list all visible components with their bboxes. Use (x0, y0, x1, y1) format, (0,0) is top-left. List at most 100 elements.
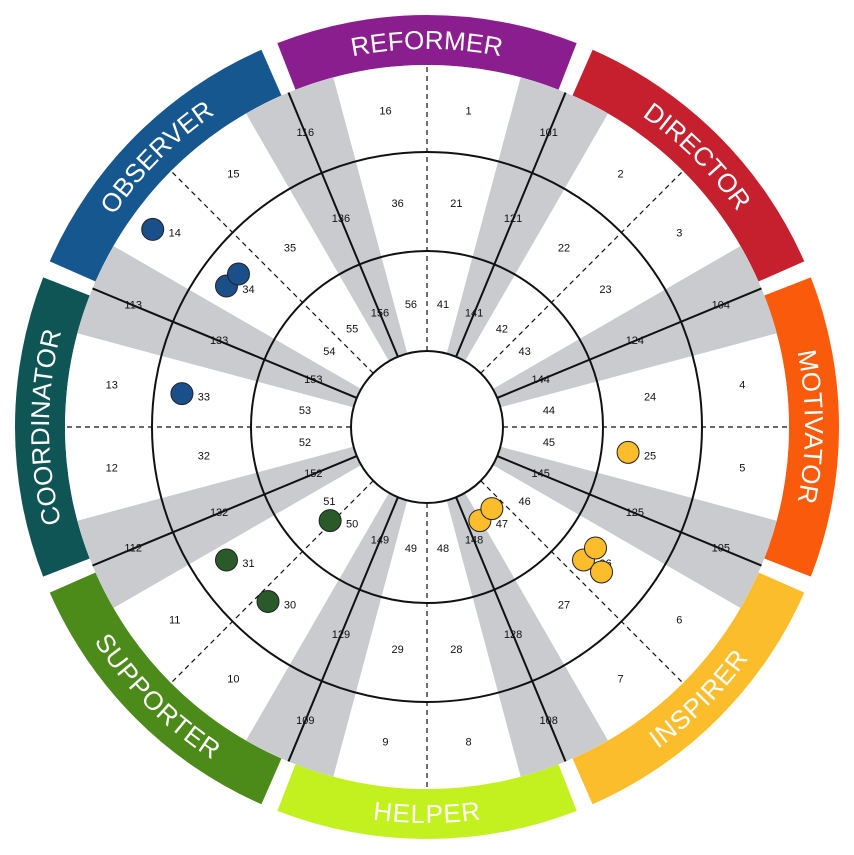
segment-label-124: 124 (626, 335, 644, 347)
segment-label-144: 144 (531, 374, 549, 386)
segment-label-21: 21 (450, 198, 462, 210)
wing-divider (480, 170, 684, 374)
ring-band-coordinator (14, 277, 90, 577)
grey-wedge-101 (498, 77, 608, 189)
type-divider (92, 455, 358, 567)
segment-label-152: 152 (304, 468, 322, 480)
marker-dot-14 (141, 217, 165, 241)
segment-label-108: 108 (540, 715, 558, 727)
grey-wedge-125 (579, 472, 693, 565)
grey-wedge-104 (665, 246, 777, 356)
segment-label-47: 47 (496, 519, 508, 531)
segment-label-12: 12 (106, 463, 118, 475)
grey-wedge-148 (446, 492, 515, 598)
segment-label-48: 48 (437, 543, 449, 555)
marker-dot-30 (256, 590, 280, 614)
grey-wedge-109 (246, 665, 356, 777)
segment-label-56: 56 (405, 299, 417, 311)
segment-label-104: 104 (712, 299, 730, 311)
marker-dot-34 (226, 262, 250, 286)
segment-label-105: 105 (712, 543, 730, 555)
grey-wedge-145 (492, 446, 598, 515)
segment-label-121: 121 (504, 213, 522, 225)
segment-label-36: 36 (392, 198, 404, 210)
grey-wedge-153 (256, 339, 362, 408)
segment-label-145: 145 (531, 468, 549, 480)
type-divider (455, 496, 567, 762)
grey-wedge-129 (289, 579, 382, 693)
segment-label-52: 52 (299, 437, 311, 449)
grey-wedge-133 (161, 289, 275, 382)
grey-wedge-108 (498, 665, 608, 777)
grey-wedge-156 (339, 256, 408, 362)
segment-label-42: 42 (496, 323, 508, 335)
segment-label-148: 148 (465, 535, 483, 547)
marker-dot-31 (214, 548, 238, 572)
segment-label-41: 41 (437, 299, 449, 311)
segment-label-35: 35 (284, 242, 296, 254)
segment-label-34: 34 (242, 284, 254, 296)
segment-label-24: 24 (644, 392, 656, 404)
segment-label-15: 15 (227, 169, 239, 181)
marker-dots (141, 217, 640, 614)
marker-dot-33 (170, 382, 194, 406)
type-divider (287, 92, 399, 358)
segment-label-3: 3 (676, 227, 682, 239)
segment-label-31: 31 (242, 558, 254, 570)
segment-label-50: 50 (346, 519, 358, 531)
type-divider (92, 287, 358, 399)
grey-wedge-144 (492, 339, 598, 408)
segment-label-46: 46 (518, 496, 530, 508)
segment-label-113: 113 (124, 299, 142, 311)
marker-dot-50 (318, 509, 342, 533)
grey-wedge-152 (256, 446, 362, 515)
segment-label-55: 55 (346, 323, 358, 335)
segment-label-29: 29 (392, 644, 404, 656)
segment-label-10: 10 (227, 673, 239, 685)
segment-label-132: 132 (210, 507, 228, 519)
grey-wedge-124 (579, 289, 693, 382)
segment-label-30: 30 (284, 600, 296, 612)
grey-wedge-116 (246, 77, 356, 189)
segment-label-116: 116 (297, 127, 315, 139)
segment-label-133: 133 (210, 335, 228, 347)
segment-label-156: 156 (371, 307, 389, 319)
grey-wedge-149 (339, 492, 408, 598)
type-divider (287, 496, 399, 762)
segment-label-27: 27 (558, 600, 570, 612)
segment-label-16: 16 (379, 106, 391, 118)
ring-band-inspirer (572, 572, 805, 805)
segment-label-6: 6 (676, 615, 682, 627)
segment-label-44: 44 (543, 405, 555, 417)
grey-wedge-121 (472, 161, 565, 275)
segment-label-9: 9 (382, 736, 388, 748)
segment-label-109: 109 (296, 715, 314, 727)
ring-band-director (572, 49, 805, 282)
segment-label-5: 5 (739, 463, 745, 475)
segment-label-51: 51 (323, 496, 335, 508)
wing-divider (170, 170, 374, 374)
grey-wedge-132 (161, 472, 275, 565)
segment-label-32: 32 (198, 450, 210, 462)
level-ring (151, 151, 703, 703)
marker-dot-26 (590, 560, 614, 584)
segment-label-101: 101 (540, 127, 558, 139)
segment-label-53: 53 (299, 405, 311, 417)
level-ring (250, 250, 604, 604)
segment-label-7: 7 (618, 673, 624, 685)
divider-lines (65, 65, 789, 789)
grey-wedge-136 (289, 161, 382, 275)
segment-label-49: 49 (405, 543, 417, 555)
segment-label-153: 153 (304, 374, 322, 386)
segment-label-1: 1 (465, 106, 471, 118)
type-divider (496, 455, 762, 567)
segment-label-45: 45 (543, 437, 555, 449)
marker-dot-26 (584, 536, 608, 560)
segment-label-14: 14 (169, 227, 181, 239)
ring-band-motivator (764, 277, 840, 577)
ring-band-reformer (277, 14, 577, 90)
segment-label-22: 22 (558, 242, 570, 254)
center-hub (350, 350, 504, 504)
wing-divider (480, 480, 684, 684)
type-divider (496, 287, 762, 399)
